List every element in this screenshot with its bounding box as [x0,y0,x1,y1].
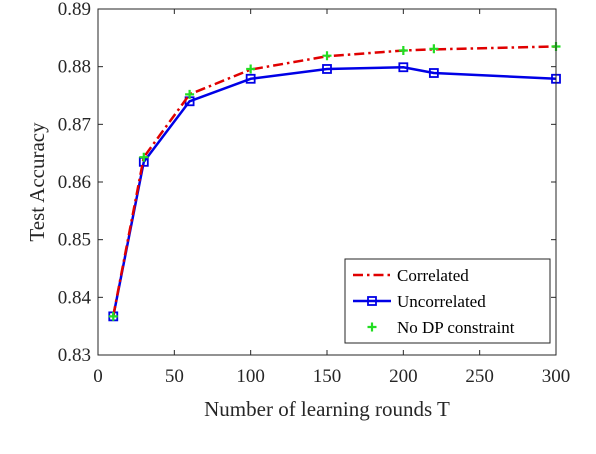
correlated-series [112,45,557,317]
legend-label-correlated: Correlated [397,266,469,285]
y-tick-label: 0.87 [58,114,91,135]
no-dp-constraint-point [139,152,149,162]
x-tick-label: 150 [313,366,342,387]
legend-no-dp-constraint-point [367,322,377,332]
x-tick-label: 50 [165,366,184,387]
y-tick-label: 0.89 [58,0,91,20]
x-tick-label: 100 [236,366,265,387]
y-tick-label: 0.85 [58,230,91,251]
y-tick-label: 0.84 [58,287,92,308]
x-tick-label: 250 [465,366,494,387]
uncorrelated-point [322,64,332,74]
legend-label-no-dp-constraint: No DP constraint [397,318,515,337]
ticks-layer: 0 50 100 150 200 250 300 0.83 0.84 0.85 0.86 0.87 0.… [58,0,571,387]
x-tick-label: 0 [93,366,103,387]
no-dp-constraint-point [429,44,439,54]
uncorrelated-point [398,62,409,73]
x-tick-label: 300 [542,366,571,387]
legend: Correlated Uncorrelated No DP constraint [344,258,551,344]
x-tick-label: 200 [389,366,418,387]
no-dp-constraint-point [398,46,408,56]
x-axis-label: Number of learning rounds T [204,397,450,421]
no-dp-constraint-point [246,64,256,74]
y-axis-label: Test Accuracy [25,122,49,242]
uncorrelated-line [112,65,557,317]
legend-uncorrelated-point [367,296,377,306]
series-layer [108,41,561,322]
uncorrelated-point [245,73,256,84]
no-dp-constraint-point [322,51,332,61]
no-dp-constraint-point [185,89,195,99]
uncorrelated-point [428,68,439,78]
y-tick-label: 0.88 [58,57,91,78]
y-tick-label: 0.86 [58,172,91,193]
y-tick-label: 0.83 [58,345,91,366]
legend-label-uncorrelated: Uncorrelated [397,292,486,311]
correlated-line [112,45,557,317]
no-dp-constraint-point [108,311,118,321]
